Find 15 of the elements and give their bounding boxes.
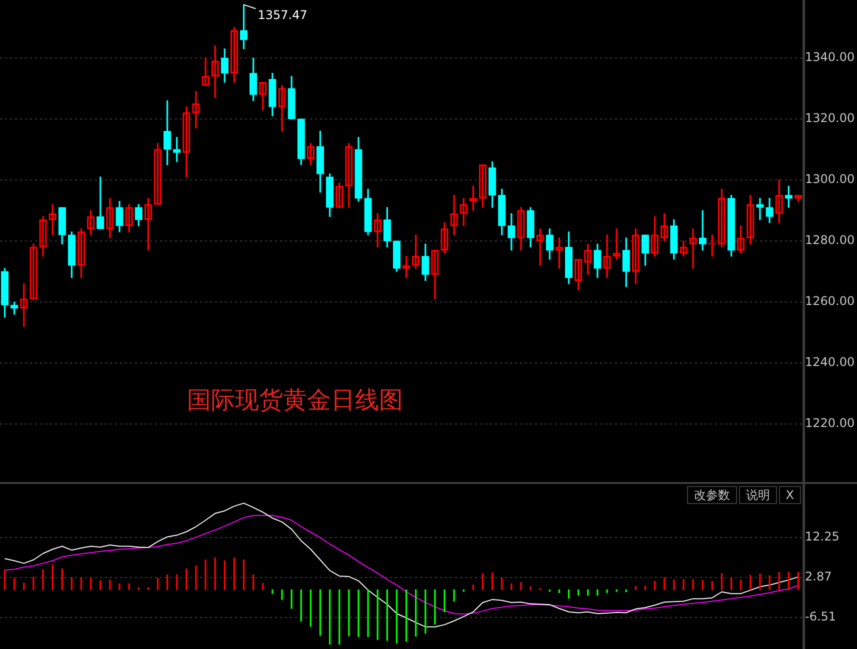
y-tick-label: -6.51 xyxy=(805,610,836,624)
y-tick-label: 1260.00 xyxy=(805,294,855,308)
annotation: 说明 xyxy=(738,486,777,504)
y-tick-label: 1340.00 xyxy=(805,50,855,64)
y-tick-label: 1280.00 xyxy=(805,233,855,248)
y-tick-label: 1220.00 xyxy=(805,416,855,430)
y-tick-label: 12.25 xyxy=(805,530,840,544)
y-tick-label: 1240.00 xyxy=(805,355,855,370)
y-tick-label: 1300.00 xyxy=(805,172,855,186)
annotation: 1357.47 xyxy=(258,8,308,22)
annotation: 改参数 xyxy=(686,486,737,504)
annotation: 国际现货黄金日线图 xyxy=(187,385,403,416)
annotation: X xyxy=(778,486,801,504)
y-tick-label: 2.87 xyxy=(805,570,832,584)
y-tick-label: 1320.00 xyxy=(805,111,855,126)
